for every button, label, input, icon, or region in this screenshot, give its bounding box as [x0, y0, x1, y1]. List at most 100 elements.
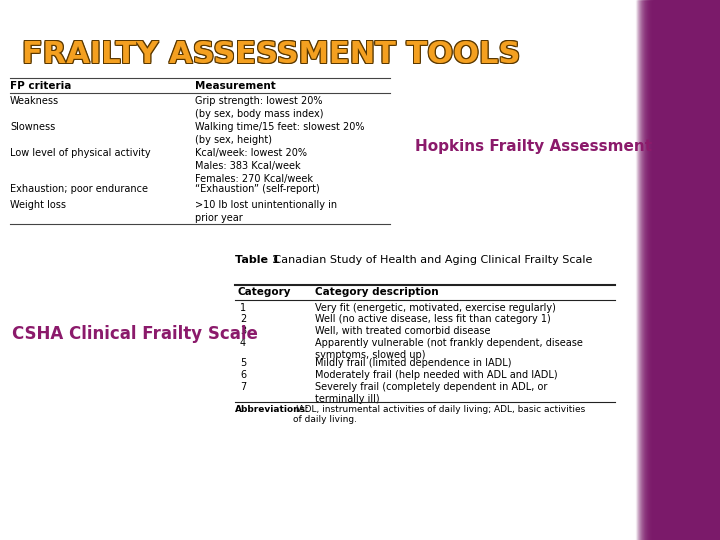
Text: FRAILTY ASSESSMENT TOOLS: FRAILTY ASSESSMENT TOOLS	[21, 39, 519, 68]
Text: FRAILTY ASSESSMENT TOOLS: FRAILTY ASSESSMENT TOOLS	[22, 41, 521, 70]
Bar	[697, 0, 698, 540]
Bar	[715, 0, 716, 540]
Bar	[672, 0, 673, 540]
Text: Measurement: Measurement	[195, 81, 276, 91]
Bar	[709, 0, 710, 540]
Bar	[702, 0, 703, 540]
Bar	[638, 0, 639, 540]
Bar	[688, 0, 689, 540]
Bar	[635, 0, 636, 540]
Bar	[691, 0, 692, 540]
Bar	[637, 0, 638, 540]
Text: 6: 6	[240, 370, 246, 380]
Bar	[692, 0, 693, 540]
Bar	[664, 0, 665, 540]
Bar	[678, 0, 679, 540]
Text: FRAILTY ASSESSMENT TOOLS: FRAILTY ASSESSMENT TOOLS	[22, 39, 521, 68]
Bar	[701, 0, 702, 540]
Bar	[661, 0, 662, 540]
Bar	[703, 0, 704, 540]
Bar	[700, 0, 701, 540]
Bar	[696, 0, 697, 540]
Bar	[689, 0, 690, 540]
Bar	[642, 0, 643, 540]
Text: FRAILTY ASSESSMENT TOOLS: FRAILTY ASSESSMENT TOOLS	[21, 40, 519, 69]
Bar	[663, 0, 664, 540]
Bar	[699, 0, 700, 540]
Text: “Exhaustion” (self-report): “Exhaustion” (self-report)	[195, 185, 320, 194]
Bar	[676, 0, 677, 540]
Bar	[653, 0, 654, 540]
Bar	[658, 0, 659, 540]
Text: 3: 3	[240, 326, 246, 336]
Bar	[667, 0, 668, 540]
Text: Well (no active disease, less fit than category 1): Well (no active disease, less fit than c…	[315, 314, 551, 325]
Bar	[646, 0, 647, 540]
Bar	[695, 0, 696, 540]
Bar	[640, 0, 641, 540]
Bar	[670, 0, 671, 540]
Text: FRAILTY ASSESSMENT TOOLS: FRAILTY ASSESSMENT TOOLS	[22, 40, 521, 69]
Bar	[708, 0, 709, 540]
Text: Very fit (energetic, motivated, exercise regularly): Very fit (energetic, motivated, exercise…	[315, 303, 556, 313]
Bar	[690, 0, 691, 540]
Bar	[665, 0, 666, 540]
Bar	[654, 0, 655, 540]
Text: 5: 5	[240, 359, 246, 368]
Bar	[655, 0, 656, 540]
Bar	[716, 0, 717, 540]
Bar	[706, 0, 707, 540]
Bar	[685, 0, 686, 540]
Text: Table 1: Table 1	[235, 255, 279, 265]
Text: Weakness: Weakness	[10, 96, 59, 106]
Bar	[677, 0, 678, 540]
Bar	[684, 0, 685, 540]
Bar	[641, 0, 642, 540]
Text: Mildly frail (limited dependence in IADL): Mildly frail (limited dependence in IADL…	[315, 359, 511, 368]
Bar	[714, 0, 715, 540]
Bar	[668, 0, 669, 540]
Bar	[645, 0, 646, 540]
Bar	[680, 0, 681, 540]
Text: Abbreviations:: Abbreviations:	[235, 404, 310, 414]
Bar	[666, 0, 667, 540]
Bar	[712, 0, 713, 540]
Bar	[707, 0, 708, 540]
Text: Category description: Category description	[315, 287, 438, 297]
Bar	[651, 0, 652, 540]
Bar	[660, 0, 661, 540]
Bar	[657, 0, 658, 540]
Bar	[713, 0, 714, 540]
Bar	[636, 0, 637, 540]
Bar	[648, 0, 649, 540]
Bar	[683, 0, 684, 540]
Bar	[656, 0, 657, 540]
Bar	[650, 0, 651, 540]
Bar	[711, 0, 712, 540]
Text: Grip strength: lowest 20%
(by sex, body mass index): Grip strength: lowest 20% (by sex, body …	[195, 96, 323, 119]
Text: FP criteria: FP criteria	[10, 81, 71, 91]
Text: Walking time/15 feet: slowest 20%
(by sex, height): Walking time/15 feet: slowest 20% (by se…	[195, 122, 364, 145]
Text: Slowness: Slowness	[10, 122, 55, 132]
Bar	[717, 0, 718, 540]
Text: IADL, instrumental activities of daily living; ADL, basic activities
of daily li: IADL, instrumental activities of daily l…	[293, 404, 585, 424]
Bar	[705, 0, 706, 540]
Text: FRAILTY ASSESSMENT TOOLS: FRAILTY ASSESSMENT TOOLS	[23, 41, 521, 70]
Bar	[681, 0, 682, 540]
Text: CSHA Clinical Frailty Scale: CSHA Clinical Frailty Scale	[12, 325, 258, 343]
Text: FRAILTY ASSESSMENT TOOLS: FRAILTY ASSESSMENT TOOLS	[23, 40, 521, 69]
Text: Severely frail (completely dependent in ADL, or
terminally ill): Severely frail (completely dependent in …	[315, 381, 547, 404]
Text: Low level of physical activity: Low level of physical activity	[10, 148, 150, 158]
Text: Exhaustion; poor endurance: Exhaustion; poor endurance	[10, 185, 148, 194]
Bar	[673, 0, 674, 540]
Text: Hopkins Frailty Assessment: Hopkins Frailty Assessment	[415, 139, 652, 154]
Bar	[719, 0, 720, 540]
Bar	[643, 0, 644, 540]
Bar	[682, 0, 683, 540]
Bar	[687, 0, 688, 540]
Bar	[674, 0, 675, 540]
Bar	[675, 0, 676, 540]
Text: Well, with treated comorbid disease: Well, with treated comorbid disease	[315, 326, 490, 336]
Text: 1: 1	[240, 303, 246, 313]
Bar	[662, 0, 663, 540]
